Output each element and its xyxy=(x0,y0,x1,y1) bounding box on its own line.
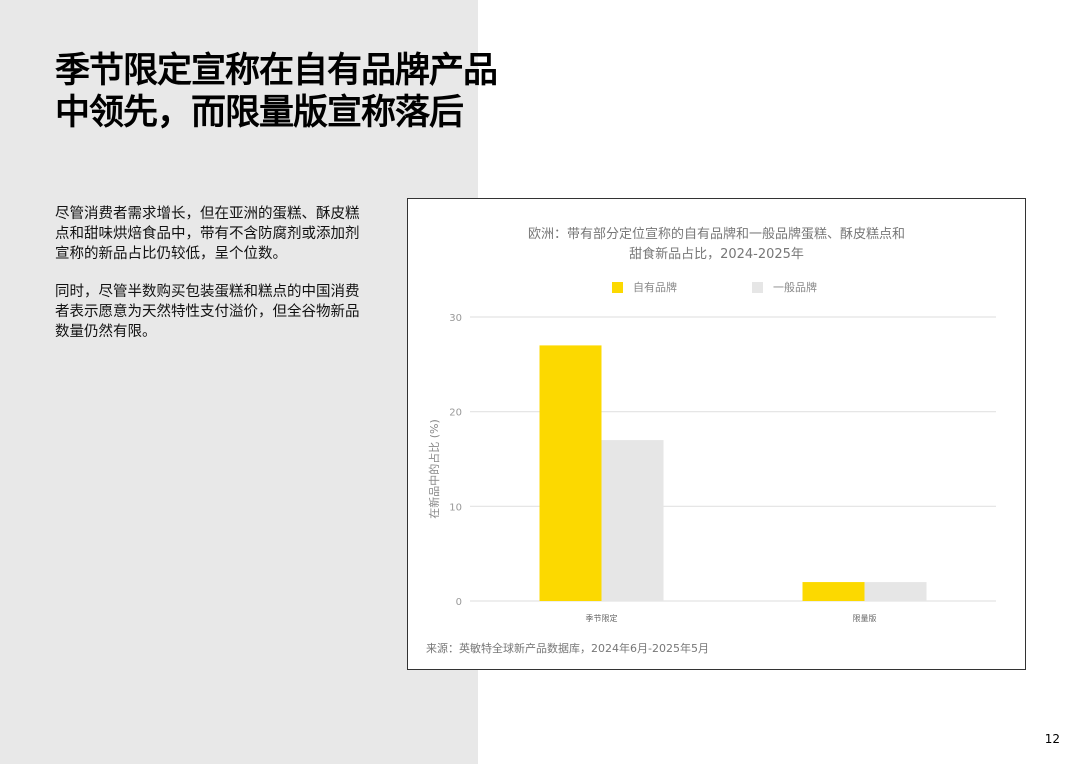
page-title: 季节限定宣称在自有品牌产品 中领先，而限量版宣称落后 xyxy=(55,50,615,134)
x-tick-label: 限量版 xyxy=(853,613,877,623)
paragraph: 尽管消费者需求增长，但在亚洲的蛋糕、酥皮糕点和甜味烘焙食品中，带有不含防腐剂或添… xyxy=(55,206,360,262)
legend-item-branded: 一般品牌 xyxy=(752,279,817,295)
bar-branded xyxy=(864,582,927,601)
body-text: 尽管消费者需求增长，但在亚洲的蛋糕、酥皮糕点和甜味烘焙食品中，带有不含防腐剂或添… xyxy=(55,204,365,360)
bar-private-label xyxy=(539,345,602,601)
title-line-1: 季节限定宣称在自有品牌产品 xyxy=(55,51,498,91)
bar-branded xyxy=(601,440,664,601)
left-panel-background xyxy=(0,0,478,764)
paragraph: 同时，尽管半数购买包装蛋糕和糕点的中国消费者表示愿意为天然特性支付溢价，但全谷物… xyxy=(55,284,360,340)
page-number: 12 xyxy=(1044,732,1060,746)
legend-swatch xyxy=(752,281,763,293)
bar-chart: 0 10 20 30 在新品中的占比 (%) 季节限定 限量版 xyxy=(427,313,996,623)
chart-title-line: 甜食新品占比，2024-2025年 xyxy=(629,247,804,262)
chart-title: 欧洲：带有部分定位宣称的自有品牌和一般品牌蛋糕、酥皮糕点和 甜食新品占比，202… xyxy=(408,225,1025,265)
title-line-2: 中领先，而限量版宣称落后 xyxy=(55,93,464,133)
legend-label: 自有品牌 xyxy=(633,281,677,294)
chart-panel: 欧洲：带有部分定位宣称的自有品牌和一般品牌蛋糕、酥皮糕点和 甜食新品占比，202… xyxy=(407,198,1026,670)
y-tick-label: 0 xyxy=(456,597,462,608)
chart-title-line: 欧洲：带有部分定位宣称的自有品牌和一般品牌蛋糕、酥皮糕点和 xyxy=(527,227,905,242)
chart-source: 来源：英敏特全球新产品数据库，2024年6月-2025年5月 xyxy=(426,642,709,655)
legend-item-private-label: 自有品牌 xyxy=(612,279,677,295)
y-tick-label: 10 xyxy=(449,502,462,513)
legend-label: 一般品牌 xyxy=(773,281,817,294)
y-tick-label: 30 xyxy=(449,313,462,324)
x-tick-label: 季节限定 xyxy=(586,613,618,623)
y-axis-label: 在新品中的占比 (%) xyxy=(427,419,441,519)
y-tick-label: 20 xyxy=(449,408,462,419)
bar-private-label xyxy=(802,582,865,601)
legend-swatch xyxy=(612,281,623,293)
